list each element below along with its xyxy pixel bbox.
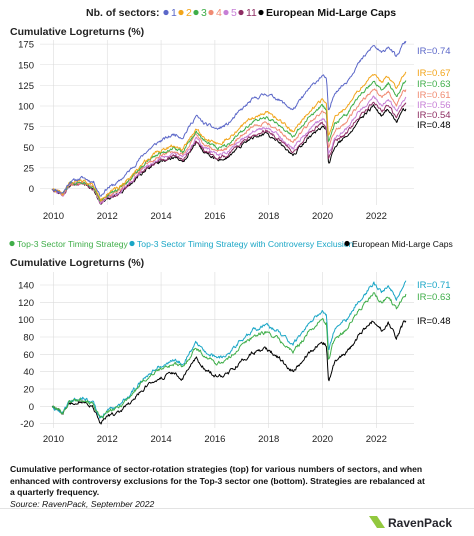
series-line-3 — [51, 80, 407, 202]
top-chart-title: Cumulative Logreturns (%) — [10, 26, 144, 38]
legend-marker — [178, 9, 184, 16]
legend-label: 2 — [186, 7, 192, 19]
ir-label: IR=0.67 — [417, 68, 451, 79]
x-tick-label: 2012 — [97, 211, 118, 222]
y-tick-label: 0 — [29, 184, 34, 195]
brand-footer: RavenPack — [0, 508, 474, 530]
ir-label: IR=0.61 — [417, 90, 451, 101]
x-tick-label: 2016 — [204, 434, 225, 445]
x-tick-label: 2018 — [258, 211, 279, 222]
x-tick-label: 2014 — [151, 434, 172, 445]
x-tick-label: 2014 — [151, 211, 172, 222]
x-tick-label: 2010 — [43, 434, 64, 445]
legend-label: European Mid-Large Caps — [266, 7, 396, 19]
ir-label: IR=0.48 — [417, 120, 451, 131]
x-tick-label: 2012 — [97, 434, 118, 445]
legend-label: 5 — [231, 7, 237, 19]
legend-marker — [238, 9, 244, 16]
legend-marker — [344, 240, 350, 247]
y-tick-label: 20 — [23, 385, 34, 396]
bottom-chart: Top-3 Sector Timing Strategy Top-3 Sector… — [9, 239, 453, 445]
y-tick-label: 75 — [23, 122, 34, 133]
y-tick-label: 100 — [18, 315, 34, 326]
ir-label: IR=0.48 — [417, 316, 451, 327]
series-line-european-mid-large-caps — [51, 320, 407, 425]
x-tick-label: 2018 — [258, 434, 279, 445]
legend-label: European Mid-Large Caps — [352, 239, 453, 249]
y-tick-label: 25 — [23, 163, 34, 174]
legend-label: Top-3 Sector Timing Strategy with Contro… — [137, 239, 354, 249]
series-line-4 — [51, 88, 407, 203]
x-tick-label: 2020 — [312, 434, 333, 445]
series-line-1 — [51, 40, 407, 197]
legend-label: Top-3 Sector Timing Strategy — [17, 239, 129, 249]
y-tick-label: -20 — [20, 419, 34, 430]
series-line-top-3-sector-timing-strategy — [51, 292, 407, 419]
y-tick-label: 50 — [23, 143, 34, 154]
ir-label: IR=0.74 — [417, 46, 451, 57]
legend-marker — [258, 9, 264, 16]
bottom-chart-title: Cumulative Logreturns (%) — [10, 257, 144, 269]
y-tick-label: 175 — [18, 40, 34, 51]
ir-label: IR=0.56 — [417, 100, 451, 111]
series-line-5 — [51, 95, 407, 205]
legend-prefix: Nb. of sectors: — [86, 7, 160, 19]
series-line-11 — [51, 101, 407, 204]
y-tick-label: 125 — [18, 81, 34, 92]
y-tick-label: 60 — [23, 350, 34, 361]
legend-marker — [9, 240, 15, 247]
top-chart: Nb. of sectors: 1 2 3 4 5 11 European Mid-Larg… — [10, 7, 451, 222]
y-tick-label: 100 — [18, 102, 34, 113]
caption-text: Cumulative performance of sector-rotatio… — [10, 464, 425, 498]
series-line-top-3-sector-timing-strategy-with-controversy-exclusion — [51, 280, 407, 419]
bottom-legend: Top-3 Sector Timing Strategy Top-3 Sector… — [9, 239, 453, 249]
legend-label: 4 — [216, 7, 222, 19]
ir-label: IR=0.63 — [417, 79, 451, 90]
x-tick-label: 2022 — [366, 211, 387, 222]
y-tick-label: 150 — [18, 60, 34, 71]
series-line-2 — [51, 71, 407, 202]
figure-caption: Cumulative performance of sector-rotatio… — [10, 464, 430, 510]
ir-label: IR=0.63 — [417, 292, 451, 303]
ir-label: IR=0.71 — [417, 280, 451, 291]
legend-label: 1 — [171, 7, 177, 19]
y-tick-label: 80 — [23, 333, 34, 344]
x-tick-label: 2020 — [312, 211, 333, 222]
x-tick-label: 2022 — [366, 434, 387, 445]
top-legend: Nb. of sectors: 1 2 3 4 5 11 European Mid-Larg… — [86, 7, 396, 19]
brand-name: RavenPack — [388, 516, 452, 530]
x-tick-label: 2010 — [43, 211, 64, 222]
caption-source: Source: RavenPack, September 2022 — [10, 498, 155, 509]
y-tick-label: 140 — [18, 281, 34, 292]
footer-divider — [0, 508, 474, 509]
legend-marker — [163, 9, 169, 16]
legend-marker — [223, 9, 229, 16]
legend-marker — [208, 9, 214, 16]
legend-marker — [129, 240, 135, 247]
ir-label: IR=0.54 — [417, 110, 451, 121]
legend-marker — [193, 9, 199, 16]
y-tick-label: 40 — [23, 367, 34, 378]
x-tick-label: 2016 — [204, 211, 225, 222]
y-tick-label: 0 — [29, 402, 34, 413]
legend-label: 3 — [201, 7, 207, 19]
ravenpack-logo-icon — [369, 516, 385, 528]
legend-label: 11 — [246, 7, 257, 19]
y-tick-label: 120 — [18, 298, 34, 309]
